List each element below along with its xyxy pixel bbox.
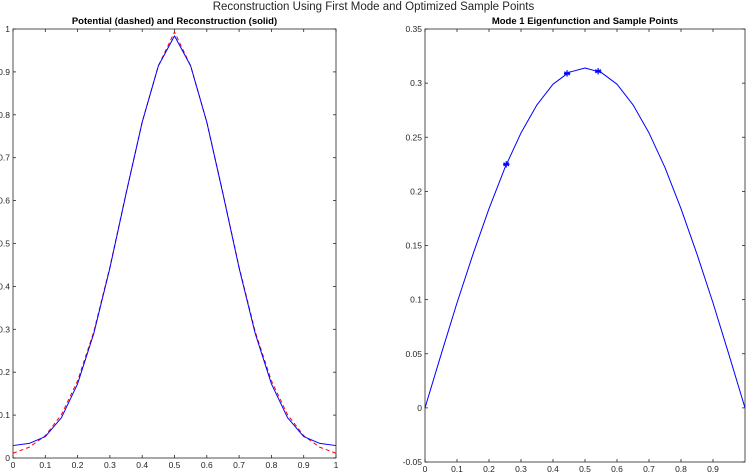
series-line-solid <box>424 67 746 409</box>
plot-area <box>424 28 746 463</box>
y-tick-label: 0.3 <box>410 78 422 88</box>
y-tick-label: 0.05 <box>405 349 422 359</box>
y-tick-label: 0.2 <box>0 367 10 377</box>
x-tick-label: 0.1 <box>451 464 463 474</box>
y-tick-label: 0.25 <box>405 132 422 142</box>
x-tick-label: 0.6 <box>201 460 213 470</box>
y-tick-label: 0.35 <box>405 24 422 34</box>
y-tick-label: -0.05 <box>403 457 423 467</box>
y-tick-label: 0.9 <box>0 67 10 77</box>
sample-point-marker <box>594 68 602 75</box>
series-line-potential-dashed <box>12 31 337 454</box>
chart-title: Potential (dashed) and Reconstruction (s… <box>72 16 277 27</box>
y-tick-label: 0.15 <box>405 241 422 251</box>
y-tick-label: 0.8 <box>0 110 10 120</box>
x-tick-label: 0.2 <box>483 464 495 474</box>
x-tick-label: 0 <box>423 464 428 474</box>
x-tick-label: 0.4 <box>547 464 559 474</box>
sample-point-marker <box>563 70 571 77</box>
y-tick-label: 1 <box>5 24 10 34</box>
x-tick-label: 1 <box>334 460 339 470</box>
x-tick-label: 0 <box>11 460 16 470</box>
x-tick-label: 0.4 <box>136 460 148 470</box>
y-tick-label: 0.2 <box>410 186 422 196</box>
y-tick-label: 0.6 <box>0 196 10 206</box>
left-chart-panel: Potential (dashed) and Reconstruction (s… <box>0 16 339 470</box>
x-tick-label: 0.3 <box>515 464 527 474</box>
y-tick-label: 0.1 <box>410 295 422 305</box>
figure-suptitle: Reconstruction Using First Mode and Opti… <box>212 1 535 13</box>
x-tick-label: 0.5 <box>579 464 591 474</box>
y-tick-label: 0 <box>417 403 422 413</box>
y-tick-label: 0.7 <box>0 153 10 163</box>
x-tick-label: 0.3 <box>104 460 116 470</box>
plot-area <box>12 28 337 459</box>
x-tick-label: 0.9 <box>298 460 310 470</box>
y-tick-label: 0.3 <box>0 324 10 334</box>
x-tick-label: 0.7 <box>643 464 655 474</box>
x-tick-label: 0.8 <box>265 460 277 470</box>
x-tick-label: 0.2 <box>72 460 84 470</box>
x-tick-label: 0.6 <box>611 464 623 474</box>
series-line-solid <box>12 35 337 447</box>
chart-title: Mode 1 Eigenfunction and Sample Points <box>492 16 678 27</box>
x-tick-label: 0.1 <box>39 460 51 470</box>
y-tick-label: 0.1 <box>0 410 10 420</box>
y-tick-label: 0.5 <box>0 239 10 249</box>
sample-point-marker <box>503 161 510 168</box>
x-tick-label: 0.9 <box>707 464 719 474</box>
y-tick-label: 0 <box>5 453 10 463</box>
x-tick-label: 0.5 <box>169 460 181 470</box>
y-tick-label: 0.4 <box>0 281 10 291</box>
right-chart-panel: Mode 1 Eigenfunction and Sample Points 0 0… <box>403 16 746 474</box>
x-tick-label: 0.7 <box>233 460 245 470</box>
x-tick-label: 0.8 <box>675 464 687 474</box>
